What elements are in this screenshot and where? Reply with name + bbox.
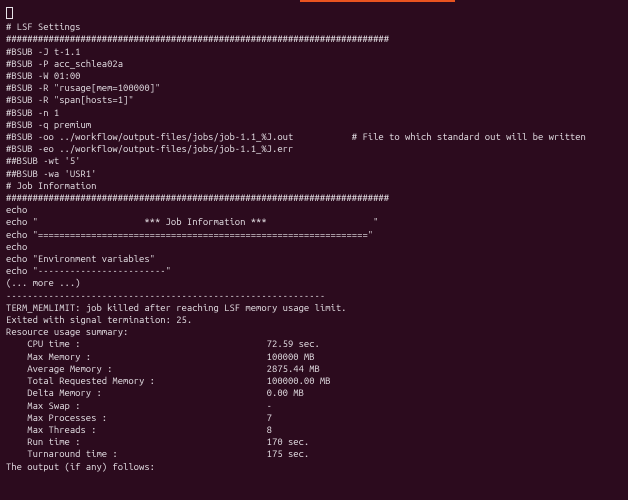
line: The output (if any) follows: (6, 461, 622, 473)
line: #BSUB -oo ../workflow/output-files/jobs/… (6, 131, 622, 143)
line: Max Swap : - (6, 400, 622, 412)
line: ########################################… (6, 33, 622, 45)
line: Total Requested Memory : 100000.00 MB (6, 375, 622, 387)
active-tab-indicator (300, 0, 455, 2)
line: Max Processes : 7 (6, 412, 622, 424)
line: #BSUB -q premium (6, 119, 622, 131)
line: CPU time : 72.59 sec. (6, 338, 622, 350)
terminal-output[interactable]: # LSF Settings##########################… (0, 3, 628, 473)
line: #BSUB -P acc_schlea02a (6, 58, 622, 70)
line: echo "Environment variables" (6, 253, 622, 265)
line: Max Memory : 100000 MB (6, 351, 622, 363)
line: #BSUB -J t-1.1 (6, 46, 622, 58)
line: ##BSUB -wt '5' (6, 155, 622, 167)
line: Run time : 170 sec. (6, 436, 622, 448)
line: Resource usage summary: (6, 326, 622, 338)
line: echo "==================================… (6, 229, 622, 241)
line: echo "------------------------" (6, 265, 622, 277)
line: ##BSUB -wa 'USR1' (6, 168, 622, 180)
line: # Job Information (6, 180, 622, 192)
terminal-tab-bar (0, 0, 628, 3)
line: #BSUB -n 1 (6, 107, 622, 119)
cursor (6, 7, 13, 19)
line: Average Memory : 2875.44 MB (6, 363, 622, 375)
line: ########################################… (6, 192, 622, 204)
line: Delta Memory : 0.00 MB (6, 387, 622, 399)
line: (... more ...) (6, 277, 622, 289)
line: #BSUB -R "rusage[mem=100000]" (6, 82, 622, 94)
line: Exited with signal termination: 25. (6, 314, 622, 326)
line: # LSF Settings (6, 21, 622, 33)
line: #BSUB -eo ../workflow/output-files/jobs/… (6, 143, 622, 155)
line: Max Threads : 8 (6, 424, 622, 436)
line: echo (6, 204, 622, 216)
line: Turnaround time : 175 sec. (6, 448, 622, 460)
line: ----------------------------------------… (6, 290, 622, 302)
line: echo " *** Job Information *** " (6, 216, 622, 228)
line: echo (6, 241, 622, 253)
line: #BSUB -W 01:00 (6, 70, 622, 82)
line: #BSUB -R "span[hosts=1]" (6, 94, 622, 106)
line: TERM_MEMLIMIT: job killed after reaching… (6, 302, 622, 314)
